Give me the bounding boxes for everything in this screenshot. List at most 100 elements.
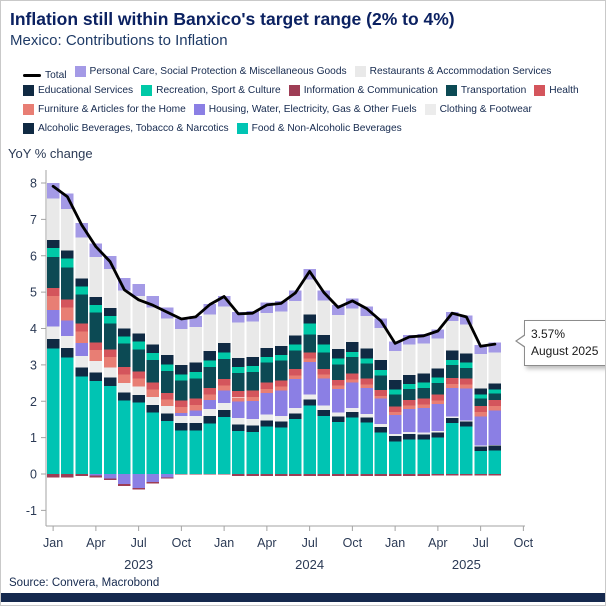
bar-segment [189, 378, 202, 399]
bar-segment [75, 343, 88, 356]
bar-segment [189, 404, 202, 411]
bar-segment [488, 405, 502, 411]
bar-segment [431, 432, 445, 438]
bar-segment [146, 474, 160, 482]
bar-segment [232, 397, 245, 402]
bar-segment [203, 474, 217, 475]
bar-segment [289, 419, 302, 474]
bar-segment [445, 320, 459, 351]
bar-segment [146, 360, 160, 383]
bar-segment [203, 408, 217, 417]
bar-segment [317, 474, 331, 477]
bar-segment [346, 379, 359, 383]
legend-item: Health [534, 85, 579, 96]
bar-segment [189, 415, 202, 424]
legend-label: Health [549, 85, 579, 96]
bar-segment [303, 323, 316, 335]
bar-segment [289, 413, 302, 420]
bar-segment [89, 243, 103, 258]
bar-segment [317, 335, 331, 345]
y-tick-label: 3 [30, 358, 37, 372]
bar-segment [217, 295, 231, 307]
bar-segment [331, 385, 345, 389]
bar-segment [303, 358, 316, 362]
bar-segment [445, 416, 459, 418]
y-tick-label: 5 [30, 286, 37, 300]
year-label: 2023 [124, 557, 153, 572]
bar-segment [103, 377, 117, 386]
bar-segment [474, 353, 487, 389]
bar-segment [346, 417, 359, 474]
bar-segment [388, 351, 402, 381]
legend-color-swatch [23, 123, 34, 134]
year-label: 2024 [295, 557, 324, 572]
bar-segment [360, 422, 373, 474]
bar-segment [445, 387, 459, 417]
bar-segment [346, 373, 359, 380]
y-tick-label: 7 [30, 213, 37, 227]
legend-label: Clothing & Footwear [439, 104, 532, 115]
legend-item: Furniture & Articles for the Home [23, 104, 186, 115]
bar-segment [46, 248, 60, 258]
bar-segment [146, 404, 160, 413]
bar-segment [388, 380, 402, 390]
bar-segment [403, 399, 416, 406]
bar-segment [160, 399, 174, 406]
page-title: Inflation still within Banxico's target … [10, 9, 455, 29]
x-tick-label: Jan [385, 536, 405, 550]
bar-segment [474, 405, 487, 413]
bar-segment [175, 415, 188, 424]
bar-segment [46, 296, 60, 310]
bar-segment [488, 444, 502, 446]
bar-segment [118, 484, 131, 487]
bar-segment [118, 336, 131, 344]
bar-segment [431, 383, 445, 395]
footer-accent-bar [1, 593, 605, 602]
bar-segment [445, 383, 459, 388]
bar-segment [346, 382, 359, 409]
bar-segment [75, 286, 88, 295]
bar-segment [303, 394, 316, 400]
bar-segment [460, 362, 473, 368]
bar-segment [274, 301, 288, 312]
bar-segment [474, 445, 487, 447]
bar-segment [175, 474, 188, 475]
source-note: Source: Convera, Macrobond [9, 577, 160, 589]
bar-segment [89, 474, 103, 476]
bar-segment [189, 474, 202, 475]
bar-segment [246, 396, 259, 401]
bar-segment [445, 311, 459, 321]
bar-segment [61, 208, 74, 251]
bar-segment [203, 388, 217, 395]
bar-segment [46, 198, 60, 241]
bar-segment [189, 410, 202, 416]
bar-segment [445, 377, 459, 384]
bar-segment [260, 382, 274, 389]
bar-segment [388, 394, 402, 407]
bar-segment [75, 367, 88, 377]
bar-segment [460, 378, 473, 385]
bar-segment [360, 387, 373, 414]
bar-segment [488, 450, 502, 474]
bar-segment [374, 328, 388, 361]
bar-segment [289, 335, 302, 345]
bar-segment [331, 388, 345, 413]
bar-segment [118, 374, 131, 384]
bar-segment [103, 268, 117, 309]
bar-segment [417, 408, 430, 433]
bar-segment [46, 288, 60, 297]
bar-segment [175, 423, 188, 431]
bar-segment [146, 344, 160, 353]
bar-segment [346, 341, 359, 352]
legend-label: Information & Communication [303, 85, 438, 96]
bar-segment [388, 474, 402, 476]
bar-segment [203, 360, 217, 368]
bar-segment [103, 349, 117, 358]
bar-segment [132, 341, 145, 350]
legend-label: Total [45, 70, 67, 81]
bar-segment [274, 390, 288, 416]
bar-segment [217, 416, 231, 474]
bar-segment [175, 374, 188, 381]
bar-segment [46, 183, 60, 199]
